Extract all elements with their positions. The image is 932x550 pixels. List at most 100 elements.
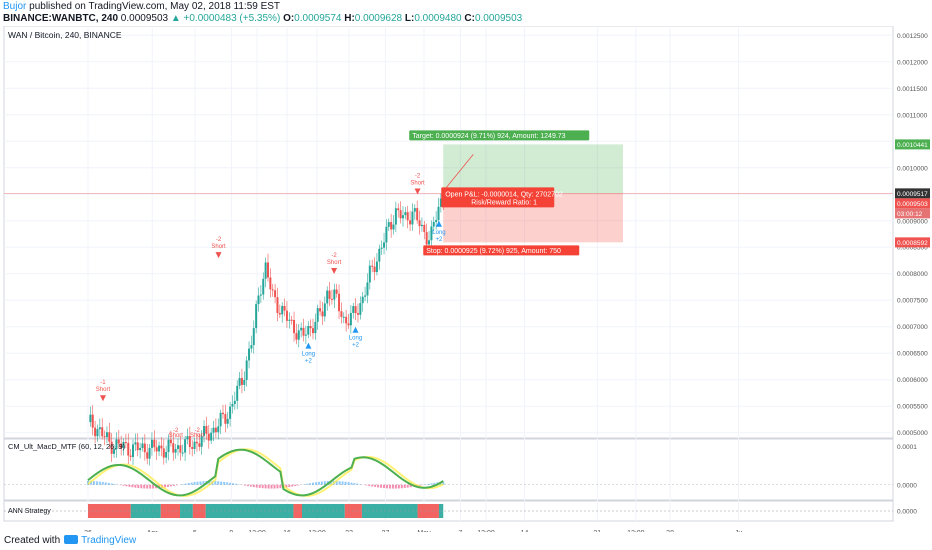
macd-histogram-bar — [374, 484, 377, 487]
chart-title: WAN / Bitcoin, 240, BINANCE — [8, 30, 122, 40]
candle-body — [375, 261, 378, 273]
macd-histogram-bar — [418, 484, 421, 486]
last-price-tag-text: 0.0009517 — [897, 191, 928, 198]
candle — [120, 435, 123, 456]
countdown-tag: 03:00:12 — [895, 208, 930, 219]
candle-body — [302, 327, 305, 336]
candle-body — [172, 443, 175, 453]
candle — [300, 322, 303, 338]
candle — [383, 232, 386, 255]
candle-body — [321, 311, 324, 317]
candle-body — [259, 294, 262, 296]
candle-body — [269, 277, 272, 290]
chart-area[interactable]: 0.0012500 0.0012000 0.0011500 0.0011000 0.00… — [0, 26, 932, 532]
x-tick-label: 16 — [283, 530, 291, 532]
candle-body — [335, 289, 338, 294]
candle-body — [340, 311, 343, 317]
target-label-bg — [409, 130, 590, 141]
candle — [245, 356, 248, 387]
candle-body — [316, 308, 319, 322]
candle-body — [124, 441, 127, 443]
candle — [380, 240, 383, 255]
y-tick-label: 0.0007000 — [897, 324, 928, 331]
candle-body — [120, 443, 123, 449]
candle — [328, 281, 331, 307]
macd-histogram-bar — [317, 481, 320, 485]
candle-body — [146, 452, 149, 459]
ann-y-tick: 0.0000 — [897, 509, 917, 516]
signal-count: -1 — [100, 380, 106, 386]
candle-body — [326, 290, 329, 304]
candle — [366, 273, 369, 304]
candle — [250, 335, 253, 353]
candle — [136, 433, 139, 457]
candle-body — [127, 442, 130, 456]
candle — [404, 206, 407, 220]
candle-body — [333, 289, 336, 300]
macd-histogram-bar — [169, 484, 172, 487]
last-price-tag-bg — [895, 188, 930, 199]
close-value: 0.0009503 — [474, 13, 523, 24]
signal-count: +2 — [352, 343, 360, 349]
macd-line — [87, 448, 444, 497]
macd-histogram-bar — [409, 484, 412, 488]
candle — [295, 323, 298, 345]
candle-body — [293, 319, 296, 334]
candle — [326, 286, 329, 311]
close-price-tag-bg — [895, 198, 930, 209]
ann-title: ANN Strategy — [8, 508, 51, 515]
candle-body — [290, 319, 293, 321]
arrow-up-icon — [435, 220, 442, 227]
macd-histogram-bar — [394, 484, 397, 489]
macd-histogram-bar — [359, 484, 362, 485]
candle — [221, 404, 224, 419]
macd-histogram-bar — [258, 484, 261, 488]
candle — [359, 296, 362, 320]
author-link[interactable]: Bujor — [3, 1, 27, 12]
high-value: 0.0009628 — [354, 13, 403, 24]
candle — [224, 404, 227, 433]
candle — [307, 321, 310, 339]
macd-histogram-bar — [314, 482, 317, 485]
candle — [158, 441, 161, 457]
candle — [229, 401, 232, 427]
published-text: published on TradingView.com, May 02, 20… — [29, 1, 281, 12]
arrow-up-icon — [305, 342, 312, 349]
candle-body — [105, 432, 108, 438]
signal-label: Long — [432, 230, 445, 236]
signal-count: +2 — [305, 359, 313, 365]
candle-body — [184, 439, 187, 453]
candle-body — [162, 448, 165, 458]
macd-histogram-bar — [433, 482, 436, 485]
macd-histogram-bar — [350, 482, 353, 485]
x-tick-label: 26 — [84, 530, 92, 532]
candle — [160, 437, 163, 457]
macd-histogram-bar — [223, 481, 226, 485]
candle — [387, 218, 390, 231]
candle — [283, 298, 286, 317]
macd-histogram-bar — [288, 484, 291, 488]
candle-body — [356, 313, 359, 315]
macd-histogram-bar — [344, 481, 347, 485]
candle — [174, 444, 177, 459]
y-tick-label: 0.0010000 — [897, 165, 928, 172]
candle-body — [390, 222, 393, 230]
candle — [124, 433, 127, 449]
macd-histogram-bar — [110, 483, 113, 485]
candle-body — [283, 305, 286, 311]
candle-body — [411, 211, 414, 225]
macd-histogram-bar — [92, 481, 95, 485]
macd-histogram-bar — [143, 484, 146, 489]
arrow-down-icon — [331, 268, 338, 275]
candle — [103, 430, 106, 446]
x-tick-label: 7 — [458, 530, 462, 532]
macd-histogram-bar — [128, 484, 131, 487]
signal-long: Long+2 — [349, 326, 362, 349]
candle — [293, 311, 296, 342]
macd-histogram-bar — [226, 482, 229, 485]
signal-long: Long+2 — [432, 220, 446, 243]
candle-body — [368, 265, 371, 283]
tradingview-link[interactable]: TradingView — [81, 535, 137, 546]
candle-body — [150, 439, 153, 448]
